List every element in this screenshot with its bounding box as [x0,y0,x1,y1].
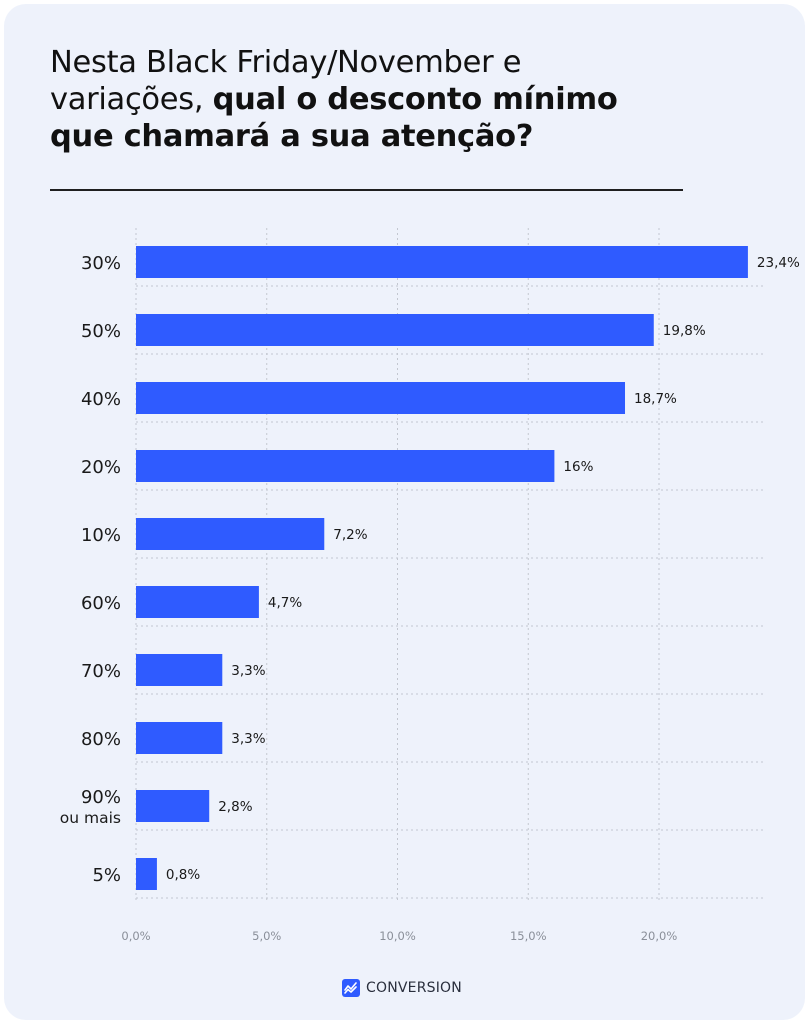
chart-card [4,4,805,1020]
x-tick-label: 5,0% [252,929,281,943]
bar [136,382,626,414]
bar-value-label: 4,7% [268,595,302,611]
bar [136,314,654,346]
category-label: 10% [81,525,121,546]
bar-value-label: 16% [563,459,593,475]
bar [136,518,325,550]
bar [136,858,157,890]
bar-value-label: 19,8% [663,323,706,339]
title-divider [50,189,683,191]
title-line-3: que chamará a sua atenção? [50,119,534,154]
category-label: 20% [81,457,121,478]
bar-value-label: 2,8% [218,799,252,815]
title-line-2-regular: variações, [50,82,213,117]
x-tick-label: 20,0% [641,929,678,943]
title-line-1: Nesta Black Friday/November e [50,45,522,80]
category-label: 30% [81,253,121,274]
category-label: 80% [81,729,121,750]
bar-value-label: 3,3% [231,731,265,747]
title-line-2-bold: qual o desconto mínimo [212,82,618,117]
conversion-logo-icon [342,979,360,997]
category-label: 70% [81,661,121,682]
category-label: 5% [92,865,121,886]
x-tick-label: 15,0% [510,929,547,943]
bar-value-label: 18,7% [634,391,677,407]
category-label: 50% [81,321,121,342]
category-label: ou mais [60,809,121,827]
bar-value-label: 23,4% [757,255,800,271]
brand-logo: CONVERSION [342,977,462,999]
bar [136,450,555,482]
bar [136,246,748,278]
bar-value-label: 0,8% [166,867,200,883]
x-tick-label: 10,0% [379,929,416,943]
x-tick-label: 0,0% [121,929,150,943]
title-line-2: variações, qual o desconto mínimo [50,81,710,118]
category-label: 40% [81,389,121,410]
bar [136,790,210,822]
brand-name: CONVERSION [366,980,462,996]
chart-title: Nesta Black Friday/November e variações,… [50,44,710,155]
category-label: 60% [81,593,121,614]
bar [136,722,223,754]
bar [136,586,259,618]
category-label: 90% [81,787,121,808]
bar-value-label: 3,3% [231,663,265,679]
bar [136,654,223,686]
bar-value-label: 7,2% [333,527,367,543]
